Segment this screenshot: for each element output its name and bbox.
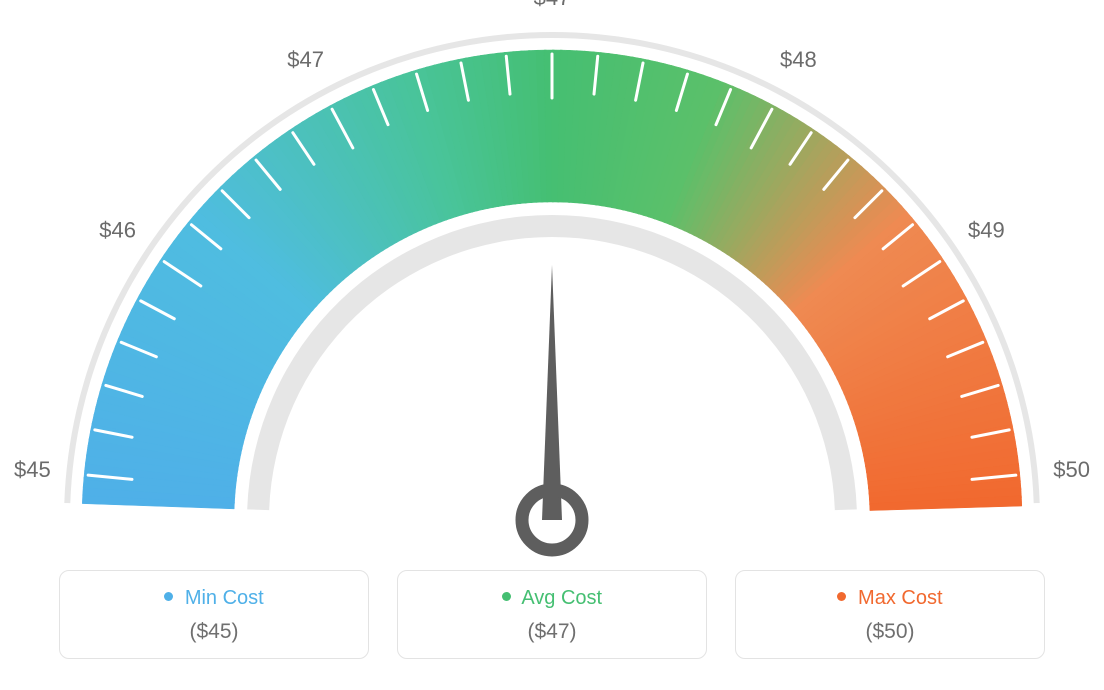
legend-value-min: ($45): [72, 620, 356, 644]
legend-card-max: Max Cost ($50): [735, 570, 1045, 659]
legend-label-avg: Avg Cost: [521, 587, 602, 609]
legend-value-max: ($50): [748, 620, 1032, 644]
gauge-tick-label: $47: [534, 0, 571, 10]
legend-title-max: Max Cost: [748, 587, 1032, 610]
legend-dot-min: [164, 592, 173, 601]
gauge-tick-label: $50: [1053, 457, 1090, 482]
legend-value-avg: ($47): [410, 620, 694, 644]
legend-card-min: Min Cost ($45): [59, 570, 369, 659]
gauge-tick-label: $49: [968, 218, 1005, 243]
legend-dot-max: [837, 592, 846, 601]
legend-dot-avg: [502, 592, 511, 601]
gauge-tick-label: $46: [99, 218, 136, 243]
gauge-tick-label: $45: [14, 457, 51, 482]
legend-row: Min Cost ($45) Avg Cost ($47) Max Cost (…: [0, 570, 1104, 659]
gauge-tick-label: $47: [287, 47, 324, 72]
cost-gauge-chart: $45 $46 $47 $47 $48 $49 $50: [0, 0, 1104, 560]
legend-card-avg: Avg Cost ($47): [397, 570, 707, 659]
legend-label-min: Min Cost: [185, 587, 264, 609]
gauge-tick-label: $48: [780, 47, 817, 72]
legend-label-max: Max Cost: [858, 587, 942, 609]
gauge-svg: $45 $46 $47 $47 $48 $49 $50: [0, 0, 1104, 560]
legend-title-min: Min Cost: [72, 587, 356, 610]
legend-title-avg: Avg Cost: [410, 587, 694, 610]
gauge-needle: [542, 265, 562, 520]
